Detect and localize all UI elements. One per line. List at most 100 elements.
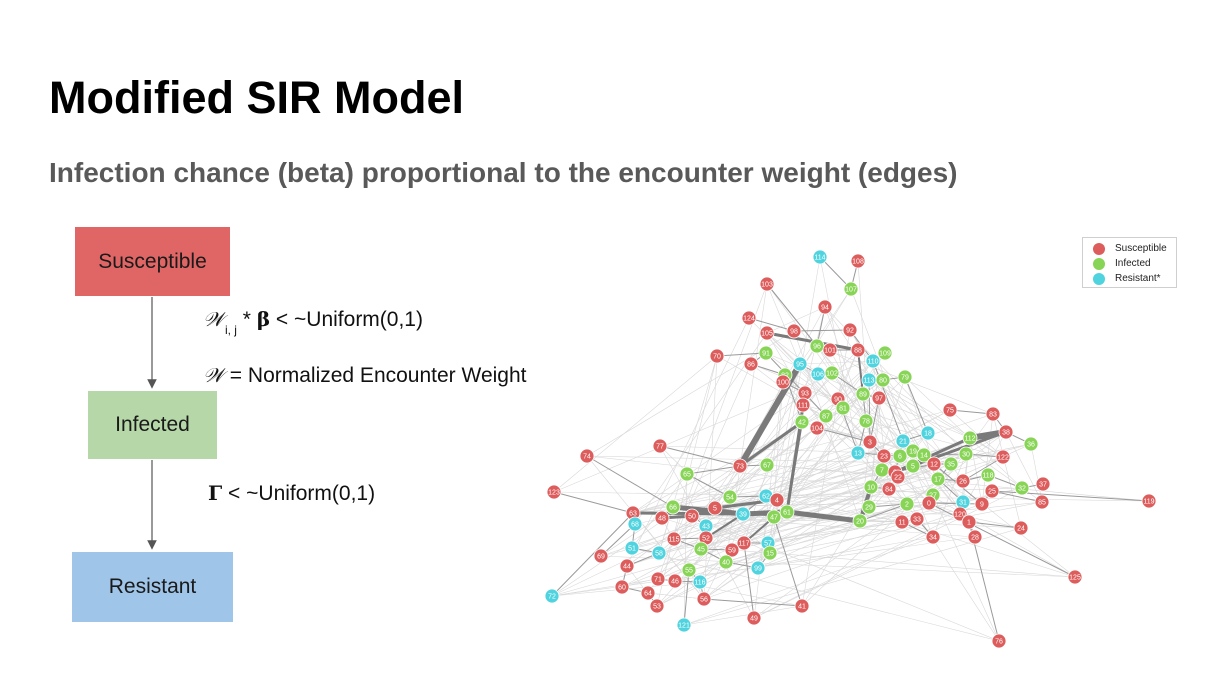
- faint-edge: [859, 501, 1043, 522]
- node-circle: [905, 458, 921, 474]
- faint-edge: [731, 549, 1076, 578]
- node-label: 30: [962, 451, 970, 458]
- edge: [686, 473, 731, 498]
- edge: [686, 465, 741, 475]
- network-node: 40: [718, 554, 734, 570]
- susceptible-box: Susceptible: [75, 227, 230, 296]
- network-node: 43: [698, 518, 714, 534]
- edge: [793, 329, 851, 332]
- network-node: 42: [794, 414, 810, 430]
- node-label: 40: [722, 559, 730, 566]
- node-circle: [892, 448, 908, 464]
- network-node: 125: [1067, 569, 1083, 585]
- node-label: 83: [989, 411, 997, 418]
- network-node: 53: [649, 598, 665, 614]
- infection-rule: 𝒲i, j * β < ~Uniform(0,1): [203, 307, 423, 337]
- node-circle: [779, 504, 795, 520]
- network-node: 39: [735, 506, 751, 522]
- node-label: 35: [947, 461, 955, 468]
- node-circle: [722, 489, 738, 505]
- node-circle: [743, 356, 759, 372]
- node-circle: [984, 483, 1000, 499]
- edge: [743, 542, 755, 619]
- node-circle: [875, 372, 891, 388]
- network-node: 100: [775, 374, 791, 390]
- faint-edge: [750, 363, 839, 400]
- network-node: 61: [779, 504, 795, 520]
- node-label: 74: [583, 453, 591, 460]
- node-circle: [1013, 520, 1029, 536]
- node-label: 4: [775, 497, 779, 504]
- node-label: 26: [959, 478, 967, 485]
- network-node: 21: [895, 433, 911, 449]
- network-node: 86: [743, 356, 759, 372]
- node-label: 66: [669, 504, 677, 511]
- network-node: 23: [876, 448, 892, 464]
- network-node: 108: [850, 253, 866, 269]
- node-circle: [652, 438, 668, 454]
- network-node: 25: [984, 483, 1000, 499]
- faint-edge: [688, 393, 864, 571]
- node-label: 75: [946, 407, 954, 414]
- node-circle: [998, 424, 1014, 440]
- node-circle: [817, 299, 833, 315]
- faint-edge: [949, 409, 1004, 458]
- node-label: 98: [790, 328, 798, 335]
- network-node: 92: [842, 322, 858, 338]
- node-label: 63: [629, 510, 637, 517]
- node-circle: [794, 414, 810, 430]
- network-node: 102: [824, 365, 840, 381]
- edge: [553, 491, 634, 514]
- node-circle: [718, 554, 734, 570]
- node-circle: [850, 445, 866, 461]
- network-node: 29: [861, 499, 877, 515]
- edge: [819, 256, 852, 290]
- node-circle: [850, 342, 866, 358]
- node-label: 49: [750, 615, 758, 622]
- network-node: 71: [650, 571, 666, 587]
- network-node: 73: [732, 458, 748, 474]
- edge: [904, 376, 929, 434]
- faint-edge: [691, 413, 994, 517]
- node-label: 10: [867, 484, 875, 491]
- legend-infected-dot: [1093, 257, 1105, 270]
- node-circle: [681, 562, 697, 578]
- node-label: 18: [924, 430, 932, 437]
- node-circle: [861, 499, 877, 515]
- network-node: 12: [926, 456, 942, 472]
- faint-edge: [757, 443, 1032, 569]
- multiply-sign: *: [236, 308, 257, 331]
- node-label: 7: [880, 467, 884, 474]
- legend-susceptible-label: Susceptible: [1115, 243, 1167, 254]
- network-node: 99: [750, 560, 766, 576]
- node-circle: [967, 529, 983, 545]
- node-circle: [852, 513, 868, 529]
- network-node: 18: [920, 425, 936, 441]
- network-node: 103: [759, 276, 775, 292]
- faint-edge: [631, 473, 688, 549]
- node-label: 6: [898, 453, 902, 460]
- node-circle: [961, 514, 977, 530]
- node-circle: [640, 585, 656, 601]
- network-node: 30: [958, 446, 974, 462]
- node-circle: [759, 276, 775, 292]
- node-circle: [786, 323, 802, 339]
- node-circle: [862, 434, 878, 450]
- network-node: 19: [905, 443, 921, 459]
- node-circle: [1023, 436, 1039, 452]
- w-symbol: 𝒲: [203, 307, 224, 331]
- node-label: 48: [658, 515, 666, 522]
- node-label: 107: [845, 286, 857, 293]
- faint-edge: [1005, 431, 1043, 503]
- node-label: 90: [834, 396, 842, 403]
- network-node: 45: [693, 541, 709, 557]
- node-label: 52: [702, 535, 710, 542]
- node-label: 64: [644, 590, 652, 597]
- node-circle: [843, 281, 859, 297]
- w-symbol-def: 𝒲: [203, 363, 224, 387]
- node-label: 109: [879, 350, 891, 357]
- network-node: 47: [766, 509, 782, 525]
- network-node: 88: [850, 342, 866, 358]
- node-label: 13: [854, 450, 862, 457]
